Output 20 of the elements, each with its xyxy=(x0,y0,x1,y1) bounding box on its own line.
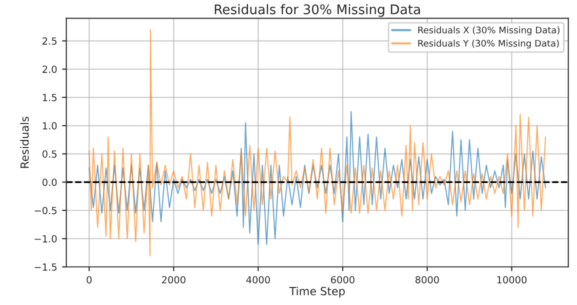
x-tick-label: 2000 xyxy=(162,276,186,284)
x-tick-label: 4000 xyxy=(246,276,270,284)
y-tick-label: −1.0 xyxy=(34,235,57,242)
chart-title: Residuals for 30% Missing Data xyxy=(214,4,420,17)
x-tick-label: 10000 xyxy=(497,276,527,284)
y-tick-label: −0.5 xyxy=(34,206,56,214)
legend-label: Residuals Y (30% Missing Data) xyxy=(418,40,559,48)
x-tick-label: 8000 xyxy=(416,276,439,284)
y-tick-label: 1.0 xyxy=(42,122,57,130)
y-axis-title: Residuals xyxy=(20,116,29,168)
y-tick-label: 1.5 xyxy=(42,94,56,102)
x-tick-label: 6000 xyxy=(331,276,354,284)
y-tick-label: 2.5 xyxy=(42,37,56,45)
y-tick-label: 0.0 xyxy=(42,178,57,186)
x-tick-label: 0 xyxy=(86,276,92,284)
y-tick-label: −1.5 xyxy=(34,263,56,271)
y-tick-label: 0.5 xyxy=(42,150,56,158)
legend-label: Residuals X (30% Missing Data) xyxy=(418,26,560,36)
y-tick-label: 2.0 xyxy=(42,66,57,73)
x-axis-title: Time Step xyxy=(289,286,345,298)
